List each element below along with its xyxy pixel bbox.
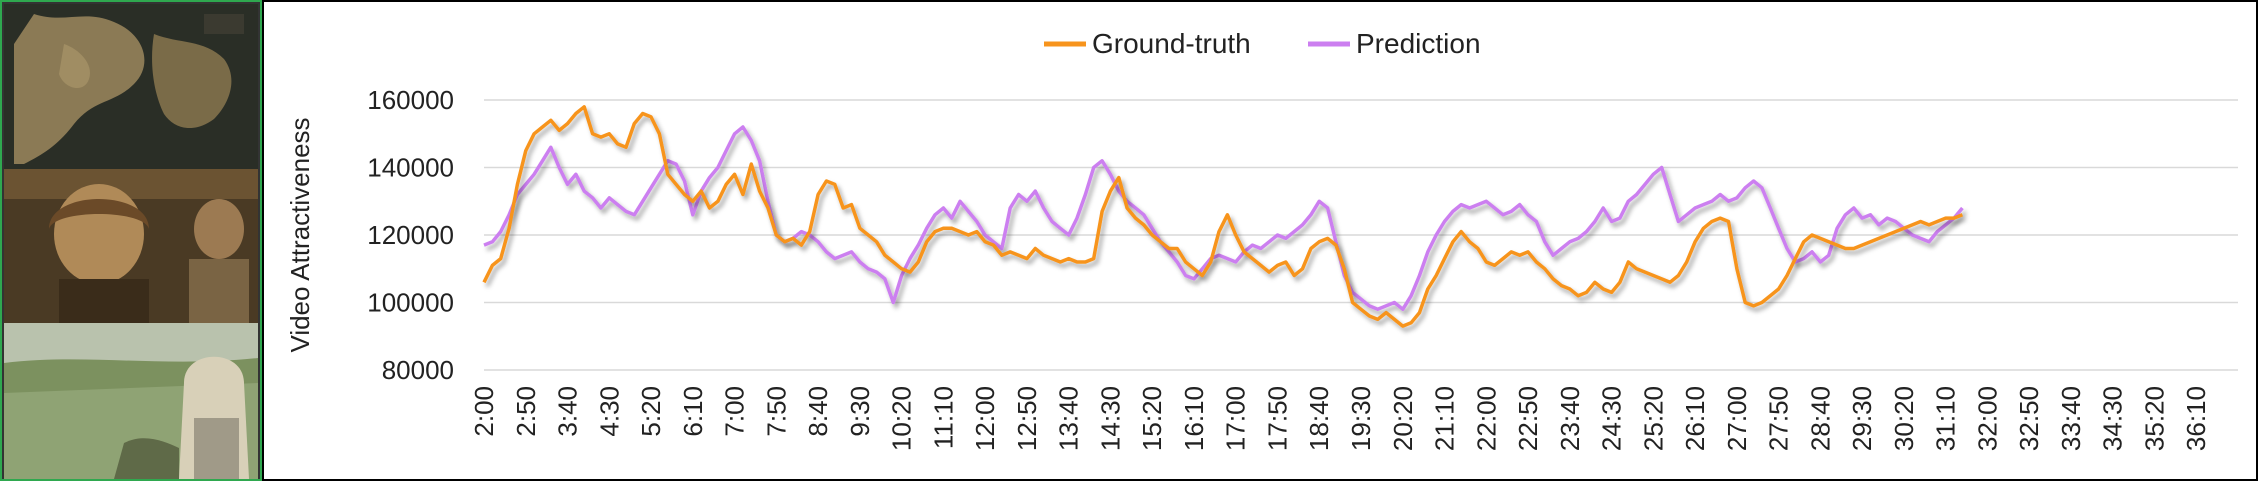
y-tick-label: 160000 <box>367 85 454 115</box>
x-tick-label: 22:50 <box>1513 386 1543 451</box>
y-tick-label: 120000 <box>367 220 454 250</box>
x-tick-label: 2:50 <box>511 386 541 437</box>
x-tick-label: 30:20 <box>1889 386 1919 451</box>
x-tick-label: 22:00 <box>1471 386 1501 451</box>
x-tick-label: 14:30 <box>1095 386 1125 451</box>
legend-label: Prediction <box>1356 28 1481 59</box>
x-tick-label: 28:40 <box>1805 386 1835 451</box>
x-tick-label: 23:40 <box>1555 386 1585 451</box>
x-tick-label: 13:40 <box>1054 386 1084 451</box>
x-tick-label: 6:10 <box>678 386 708 437</box>
x-tick-label: 3:40 <box>553 386 583 437</box>
x-tick-label: 33:40 <box>2056 386 2086 451</box>
x-tick-label: 27:50 <box>1764 386 1794 451</box>
y-axis-label: Video Attractiveness <box>285 117 315 352</box>
x-tick-label: 36:10 <box>2181 386 2211 451</box>
x-tick-label: 20:20 <box>1388 386 1418 451</box>
x-tick-label: 29:30 <box>1847 386 1877 451</box>
video-thumbnail-strip <box>0 0 262 481</box>
x-tick-label: 18:40 <box>1304 386 1334 451</box>
x-tick-label: 7:00 <box>720 386 750 437</box>
tyrion-frame <box>4 169 258 323</box>
x-tick-label: 35:20 <box>2139 386 2169 451</box>
x-tick-label: 34:30 <box>2098 386 2128 451</box>
x-tick-label: 31:10 <box>1931 386 1961 451</box>
chart-panel: 80000 100000 120000 140000 160000 Video Attra… <box>262 0 2258 481</box>
x-tick-label: 7:50 <box>761 386 791 437</box>
x-tick-label: 15:20 <box>1137 386 1167 451</box>
x-tick-label: 9:30 <box>845 386 875 437</box>
line-chart: 80000 100000 120000 140000 160000 Video Attra… <box>285 28 2238 451</box>
x-tick-label: 19:30 <box>1346 386 1376 451</box>
x-tick-label: 32:00 <box>1972 386 2002 451</box>
x-tick-label: 27:00 <box>1722 386 1752 451</box>
x-tick-label: 17:00 <box>1221 386 1251 451</box>
x-tick-label: 10:20 <box>887 386 917 451</box>
series-line-prediction <box>483 125 1964 312</box>
y-tick-label: 100000 <box>367 288 454 318</box>
x-tick-label: 11:10 <box>928 386 958 449</box>
x-tick-label: 32:50 <box>2014 386 2044 451</box>
y-tick-label: 140000 <box>367 153 454 183</box>
x-tick-label: 25:20 <box>1638 386 1668 451</box>
x-tick-label: 8:40 <box>803 386 833 437</box>
x-tick-label: 21:10 <box>1430 386 1460 451</box>
x-tick-label: 2:00 <box>469 386 499 437</box>
legend: Ground-truth Prediction <box>1044 28 1481 59</box>
x-tick-label: 5:20 <box>636 386 666 437</box>
x-tick-label: 17:50 <box>1262 386 1292 451</box>
x-tick-label: 24:30 <box>1597 386 1627 451</box>
series-line-ground-truth <box>482 105 1964 328</box>
x-tick-label: 4:30 <box>594 386 624 437</box>
x-tick-label: 16:10 <box>1179 386 1209 451</box>
daenerys-frame <box>4 323 258 479</box>
map-frame <box>4 4 258 169</box>
legend-label: Ground-truth <box>1092 28 1251 59</box>
x-tick-label: 12:50 <box>1012 386 1042 451</box>
x-tick-label: 26:10 <box>1680 386 1710 451</box>
y-tick-label: 80000 <box>382 355 454 385</box>
x-tick-label: 12:00 <box>970 386 1000 451</box>
